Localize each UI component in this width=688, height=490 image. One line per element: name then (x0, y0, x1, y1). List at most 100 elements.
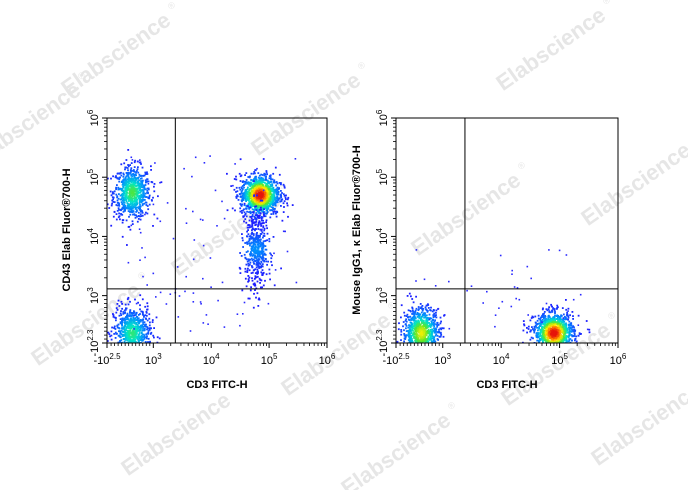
event-dot (410, 317, 413, 320)
event-dot (567, 336, 570, 338)
event-dot (280, 183, 282, 186)
event-dot (133, 189, 136, 191)
event-dot (120, 310, 122, 312)
event-dot (412, 351, 414, 353)
event-dot (261, 256, 264, 259)
event-dot (138, 179, 141, 182)
event-dot (140, 201, 143, 204)
event-dot (123, 183, 126, 186)
event-dot (125, 339, 127, 341)
event-dot (431, 361, 433, 363)
event-dot (266, 196, 268, 199)
event-dot (432, 336, 434, 339)
event-dot (440, 333, 443, 336)
event-dot (132, 184, 134, 187)
event-dot (410, 354, 412, 356)
event-dot (261, 179, 264, 182)
event-dot (251, 227, 254, 230)
event-dot (252, 239, 255, 241)
event-dot (423, 336, 426, 339)
event-dot (547, 308, 550, 310)
event-dot (248, 297, 251, 300)
event-dot (260, 181, 263, 184)
event-dot (118, 172, 121, 175)
event-dot (420, 354, 422, 356)
event-dot (263, 208, 265, 211)
event-dot (439, 335, 442, 338)
event-dot (260, 197, 262, 200)
event-dot (425, 362, 427, 364)
event-dot (428, 363, 430, 365)
event-dot (122, 182, 125, 184)
event-dot (153, 185, 155, 188)
event-dot (552, 317, 555, 320)
event-dot (257, 238, 259, 241)
watermark-word: Elabscience (586, 377, 688, 470)
event-dot (266, 179, 269, 182)
event-dot (133, 202, 136, 205)
event-dot (130, 181, 133, 184)
event-dot (571, 326, 574, 329)
event-dot (262, 246, 264, 249)
event-dot (418, 340, 420, 343)
event-dot (405, 315, 408, 317)
event-dot (422, 340, 424, 343)
event-dot (127, 351, 129, 353)
event-dot (274, 210, 277, 213)
event-dot (241, 239, 244, 242)
event-dot (130, 349, 132, 351)
event-dot (411, 307, 414, 310)
event-dot (139, 313, 141, 315)
event-dot (147, 188, 150, 191)
event-dot (136, 170, 138, 172)
watermark-word: Elabscience (491, 2, 610, 95)
event-dot (267, 188, 270, 190)
event-dot (253, 195, 255, 197)
event-dot (126, 167, 129, 169)
event-dot (116, 177, 119, 180)
event-dot (260, 242, 262, 244)
event-dot (275, 193, 278, 195)
event-dot (269, 205, 271, 208)
event-dot (272, 193, 274, 196)
event-dot (264, 188, 267, 190)
event-dot (434, 315, 436, 318)
event-dot (253, 228, 256, 231)
event-dot (114, 328, 117, 330)
event-dot (137, 194, 139, 197)
event-dot (426, 350, 428, 352)
event-dot (437, 339, 439, 341)
event-dot (128, 215, 130, 218)
event-dot (274, 208, 276, 210)
event-dot (294, 158, 297, 160)
event-dot (125, 193, 128, 195)
event-dot (285, 194, 287, 197)
event-dot (122, 175, 125, 178)
event-dot (408, 330, 411, 332)
event-dot (431, 350, 433, 352)
event-dot (275, 212, 277, 215)
event-dot (422, 319, 425, 322)
event-dot (264, 245, 267, 247)
event-dot (263, 235, 266, 237)
event-dot (283, 185, 286, 188)
event-dot (131, 197, 134, 200)
event-dot (430, 346, 432, 348)
event-dot (434, 340, 437, 343)
event-dot (522, 320, 525, 322)
event-dot (263, 179, 265, 181)
event-dot (246, 243, 249, 245)
event-dot (132, 207, 134, 210)
event-dot (259, 186, 262, 189)
event-dot (247, 197, 249, 200)
event-dot (544, 349, 546, 351)
event-dot (144, 171, 147, 174)
event-dot (144, 341, 147, 343)
event-dot (145, 314, 148, 317)
event-dot (209, 257, 212, 259)
event-dot (267, 197, 269, 200)
event-dot (280, 182, 282, 184)
event-dot (423, 351, 425, 353)
event-dot (421, 309, 424, 312)
event-dot (142, 347, 144, 349)
